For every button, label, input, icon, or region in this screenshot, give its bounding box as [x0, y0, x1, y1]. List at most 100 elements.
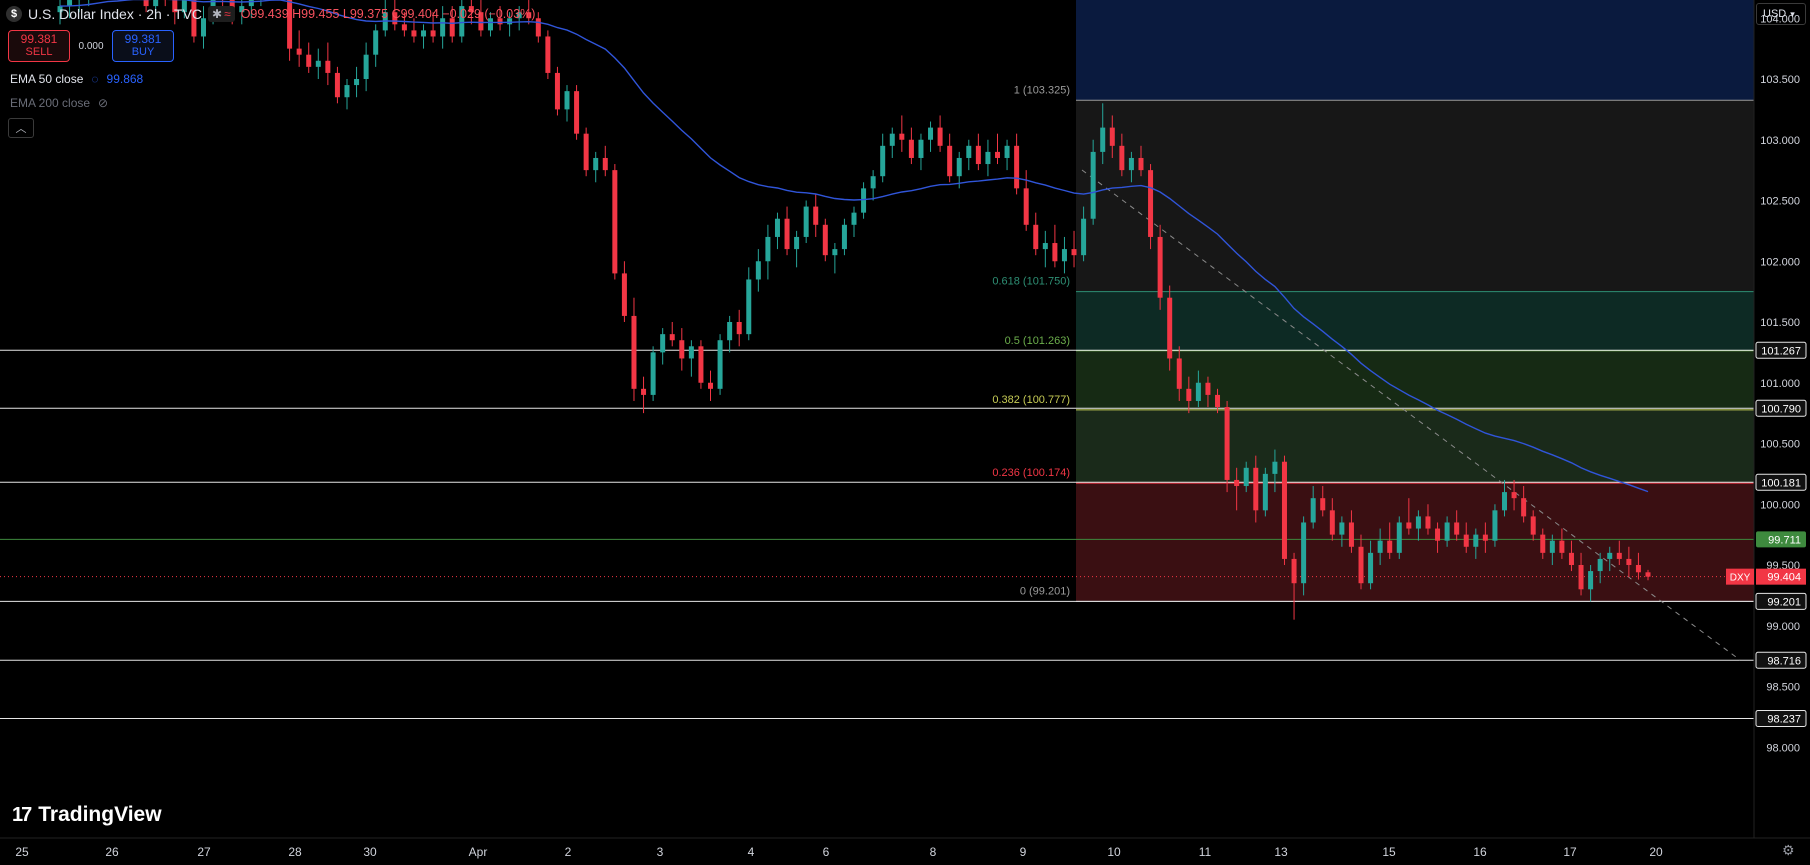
candle-body: [794, 236, 800, 250]
candle-body: [621, 273, 627, 316]
candle-body: [985, 151, 991, 165]
star-icon: ✱: [212, 7, 223, 21]
x-tick-label: 11: [1199, 845, 1212, 859]
candle-body: [334, 72, 340, 98]
symbol-title[interactable]: U.S. Dollar Index · 2h · TVC: [28, 6, 203, 22]
close-value: C99.404: [391, 7, 439, 21]
candle-body: [1444, 522, 1450, 541]
candle-body: [1167, 297, 1173, 359]
candle-body: [440, 18, 446, 37]
candle-body: [1224, 407, 1230, 480]
candle-body: [1377, 540, 1383, 553]
y-tick-label: 103.000: [1760, 135, 1800, 147]
candle-body: [803, 206, 809, 237]
candle-body: [57, 6, 63, 13]
tradingview-logo[interactable]: 17 TradingView: [12, 803, 162, 827]
candle-body: [248, 0, 254, 7]
candle-body: [1100, 127, 1106, 152]
candle-body: [736, 322, 742, 335]
candle-body: [880, 145, 886, 177]
candle-body: [1128, 157, 1134, 171]
sell-button[interactable]: 99.381 SELL: [8, 30, 70, 62]
level-price-label: 99.711: [1768, 534, 1801, 546]
ema200-legend[interactable]: EMA 200 close ⊘: [10, 96, 108, 110]
symbol-header: $ U.S. Dollar Index · 2h · TVC ✱ ≈ O99.4…: [6, 4, 535, 24]
candle-body: [1482, 534, 1488, 541]
y-tick-label: 101.000: [1760, 378, 1800, 390]
buy-label: BUY: [131, 46, 155, 58]
candle-body: [660, 334, 666, 353]
indicator-icons[interactable]: ✱ ≈: [208, 6, 235, 22]
candle-body: [564, 91, 570, 110]
candle-body: [1348, 522, 1354, 547]
candle-body: [1415, 516, 1421, 529]
candle-body: [1081, 218, 1087, 256]
candle-body: [239, 6, 245, 13]
candle-body: [1607, 552, 1613, 559]
candle-body: [1568, 552, 1574, 565]
y-tick-label: 99.000: [1766, 621, 1800, 633]
candle-body: [554, 72, 560, 110]
collapse-legend-button[interactable]: ︿: [8, 118, 34, 138]
candle-body: [411, 30, 417, 37]
level-price-tag: [1756, 531, 1806, 548]
candle-body: [545, 36, 551, 73]
candle-body: [1157, 236, 1163, 298]
tradingview-wordmark: TradingView: [38, 803, 162, 826]
y-tick-label: 102.500: [1760, 196, 1800, 208]
candle-body: [459, 6, 465, 37]
candle-body: [1635, 565, 1641, 573]
candle-body: [822, 224, 828, 256]
candle-body: [354, 79, 360, 86]
candle-body: [497, 18, 503, 25]
y-tick-label: 100.000: [1760, 499, 1800, 511]
candle-body: [899, 133, 905, 140]
candle-body: [851, 212, 857, 225]
fib-label: 0.618 (101.750): [992, 276, 1070, 288]
candle-body: [1186, 388, 1192, 401]
candle-body: [1530, 516, 1536, 535]
spread-value: 0.000: [78, 40, 104, 52]
trade-panel: 99.381 SELL 0.000 99.381 BUY: [8, 30, 174, 62]
dollar-icon: $: [6, 6, 22, 22]
candle-body: [1588, 571, 1594, 590]
candle-body: [908, 139, 914, 158]
tradingview-mark-icon: 17: [12, 803, 32, 826]
time-axis: [0, 838, 1810, 865]
sell-label: SELL: [25, 46, 53, 58]
buy-price: 99.381: [124, 32, 162, 46]
candle-body: [641, 388, 647, 395]
eye-hidden-icon[interactable]: ⊘: [98, 96, 109, 110]
candle-body: [1014, 145, 1020, 189]
open-value: O99.439: [240, 7, 289, 21]
candle-body: [994, 151, 1000, 158]
candle-body: [1540, 534, 1546, 553]
candle-body: [1052, 243, 1058, 262]
currency-select[interactable]: USD ▾: [1756, 3, 1806, 25]
candle-body: [861, 188, 867, 213]
candle-body: [344, 85, 350, 98]
buy-button[interactable]: 99.381 BUY: [112, 30, 174, 62]
candle-body: [1301, 522, 1307, 584]
candle-body: [1061, 249, 1067, 262]
x-tick-label: 16: [1473, 845, 1487, 859]
candle-body: [918, 139, 924, 158]
candle-body: [430, 30, 436, 37]
fib-zone-3: [1076, 409, 1754, 484]
settings-icon[interactable]: ⚙: [1782, 842, 1795, 858]
level-price-tag: [1755, 473, 1807, 491]
low-value: L99.375: [342, 7, 389, 21]
loading-icon: ◌: [91, 72, 99, 86]
level-price-label: 101.267: [1761, 345, 1801, 357]
candle-body: [679, 340, 685, 359]
candle-body: [315, 60, 321, 67]
price-axis: [1754, 0, 1810, 865]
ema50-legend[interactable]: EMA 50 close ◌ 99.868: [10, 72, 143, 86]
candle-body: [1023, 188, 1029, 225]
candle-body: [306, 54, 312, 67]
candle-body: [507, 18, 513, 25]
candle-body: [631, 315, 637, 389]
x-tick-label: 13: [1274, 845, 1288, 859]
candle-body: [1291, 558, 1297, 584]
